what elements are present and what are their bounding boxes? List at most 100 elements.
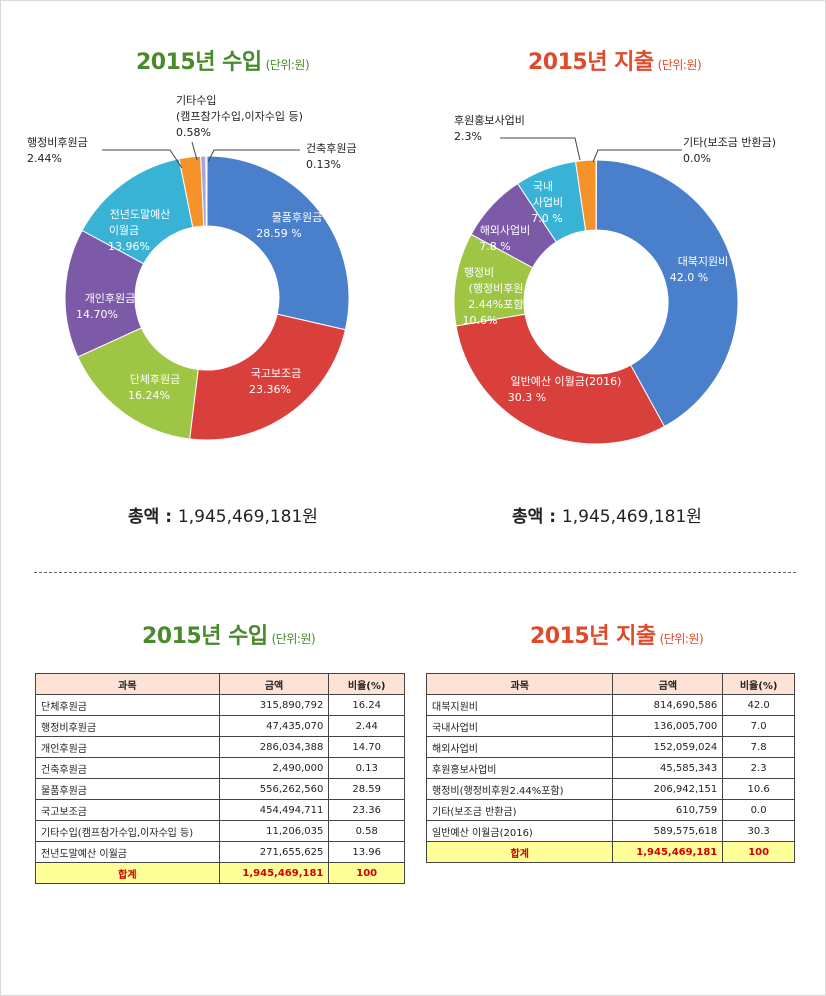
- row-amount: 315,890,792: [218, 694, 330, 716]
- row-amount: 206,942,151: [612, 778, 724, 800]
- income-value-goods: 28.59 %: [256, 227, 301, 240]
- expense-value-domestic: 7.0 %: [531, 212, 562, 225]
- header-amount: 금액: [218, 673, 330, 695]
- row-subject: 행정비후원금: [35, 715, 220, 737]
- row-amount: 271,655,625: [218, 841, 330, 863]
- expense-donut-chart: 대북지원비 42.0 % 일반예산 이월금(2016) 30.3 % 행정비 (…: [453, 113, 776, 445]
- expense-value-admin: 10.6%: [463, 314, 498, 327]
- table-row: 전년도말예산 이월금 271,655,625 13.96: [35, 841, 405, 863]
- total-amount: 1,945,469,181: [218, 862, 330, 884]
- table-row: 기타수입(캠프참가수입,이자수입 등) 11,206,035 0.58: [35, 820, 405, 842]
- row-amount: 556,262,560: [218, 778, 330, 800]
- row-amount: 286,034,388: [218, 736, 330, 758]
- donut-slice-7: [205, 155, 208, 227]
- row-amount: 454,494,711: [218, 799, 330, 821]
- row-rate: 30.3: [722, 820, 795, 842]
- leader-line-promo: [500, 137, 581, 161]
- row-rate: 2.3: [722, 757, 795, 779]
- table-row: 행정비(행정비후원2.44%포함) 206,942,151 10.6: [425, 778, 795, 800]
- expense-label-other: 기타(보조금 반환금): [683, 136, 776, 149]
- income-value-admin: 2.44%: [27, 152, 62, 165]
- table-row: 개인후원금 286,034,388 14.70: [35, 736, 405, 758]
- expense-label-domestic-2: 사업비: [533, 196, 563, 209]
- income-label-group: 단체후원금: [130, 373, 181, 386]
- income-value-other: 0.58%: [176, 126, 211, 139]
- row-rate: 10.6: [722, 778, 795, 800]
- row-rate: 16.24: [328, 694, 405, 716]
- row-subject: 대북지원비: [425, 694, 614, 716]
- income-label-other-2: (캠프참가수입,이자수입 등): [176, 110, 303, 123]
- expense-table-title: 2015년 지출 (단위:원): [530, 624, 704, 649]
- header-subject: 과목: [425, 673, 614, 695]
- income-label-carryover-2: 이월금: [109, 224, 139, 237]
- row-amount: 814,690,586: [612, 694, 724, 716]
- table-row: 단체후원금 315,890,792 16.24: [35, 694, 405, 716]
- total-subject: 합계: [425, 841, 614, 863]
- header-subject: 과목: [35, 673, 220, 695]
- row-amount: 45,585,343: [612, 757, 724, 779]
- expense-label-admin-2: (행정비후원: [469, 282, 524, 295]
- donut-slice-0: [595, 159, 739, 428]
- income-label-admin: 행정비후원금: [27, 136, 88, 149]
- row-subject: 해외사업비: [425, 736, 614, 758]
- row-subject: 물품후원금: [35, 778, 220, 800]
- expense-label-promo: 후원홍보사업비: [454, 113, 525, 127]
- table-row: 물품후원금 556,262,560 28.59: [35, 778, 405, 800]
- donut-slice-1: [455, 313, 666, 445]
- total-rate: 100: [328, 862, 405, 884]
- expense-value-promo: 2.3%: [454, 130, 482, 143]
- income-label-carryover-1: 전년도말예산: [110, 208, 171, 221]
- row-subject: 단체후원금: [35, 694, 220, 716]
- row-rate: 28.59: [328, 778, 405, 800]
- income-value-carryover: 13.96%: [108, 240, 150, 253]
- expense-chart-title: 2015년 지출 (단위:원): [528, 50, 702, 75]
- row-amount: 136,005,700: [612, 715, 724, 737]
- expense-label-nk: 대북지원비: [678, 255, 729, 268]
- total-rate: 100: [722, 841, 795, 863]
- row-rate: 2.44: [328, 715, 405, 737]
- table-header-row: 과목 금액 비율(%): [425, 673, 795, 695]
- table-row: 대북지원비 814,690,586 42.0: [425, 694, 795, 716]
- expense-label-admin-1: 행정비: [464, 266, 494, 279]
- expense-value-nk: 42.0 %: [670, 271, 708, 284]
- expense-label-admin-3: 2.44%포함): [468, 298, 527, 311]
- row-amount: 2,490,000: [218, 757, 330, 779]
- row-rate: 0.13: [328, 757, 405, 779]
- row-subject: 건축후원금: [35, 757, 220, 779]
- expense-value-carryover: 30.3 %: [508, 391, 546, 404]
- table-row: 국고보조금 454,494,711 23.36: [35, 799, 405, 821]
- income-label-goods: 물품후원금: [272, 211, 323, 224]
- expense-total: 총액 : 1,945,469,181원: [512, 507, 702, 527]
- income-total: 총액 : 1,945,469,181원: [128, 507, 318, 527]
- table-row: 국내사업비 136,005,700 7.0: [425, 715, 795, 737]
- row-subject: 후원홍보사업비: [425, 757, 614, 779]
- income-label-other-1: 기타수입: [176, 94, 216, 107]
- income-label-subsidy: 국고보조금: [251, 367, 302, 380]
- table-row: 후원홍보사업비 45,585,343 2.3: [425, 757, 795, 779]
- table-header-row: 과목 금액 비율(%): [35, 673, 405, 695]
- row-subject: 기타(보조금 반환금): [425, 799, 614, 821]
- row-rate: 14.70: [328, 736, 405, 758]
- income-chart-title: 2015년 수입 (단위:원): [136, 50, 310, 75]
- row-rate: 42.0: [722, 694, 795, 716]
- table-row: 건축후원금 2,490,000 0.13: [35, 757, 405, 779]
- row-rate: 0.0: [722, 799, 795, 821]
- table-row: 일반예산 이월금(2016) 589,575,618 30.3: [425, 820, 795, 842]
- row-subject: 국고보조금: [35, 799, 220, 821]
- row-subject: 전년도말예산 이월금: [35, 841, 220, 863]
- row-rate: 23.36: [328, 799, 405, 821]
- row-amount: 589,575,618: [612, 820, 724, 842]
- section-divider: [34, 572, 796, 573]
- row-subject: 개인후원금: [35, 736, 220, 758]
- row-amount: 152,059,024: [612, 736, 724, 758]
- income-label-individual: 개인후원금: [85, 292, 136, 305]
- expense-value-other: 0.0%: [683, 152, 711, 165]
- donut-slice-0: [206, 155, 350, 331]
- income-label-building: 건축후원금: [306, 142, 357, 155]
- total-amount: 1,945,469,181: [612, 841, 724, 863]
- expense-leader-lines: [500, 137, 682, 163]
- header-rate: 비율(%): [722, 673, 795, 695]
- income-value-building: 0.13%: [306, 158, 341, 171]
- donut-slice-6: [595, 159, 598, 231]
- income-table: 과목 금액 비율(%) 단체후원금 315,890,792 16.24 행정비후원금…: [35, 673, 405, 884]
